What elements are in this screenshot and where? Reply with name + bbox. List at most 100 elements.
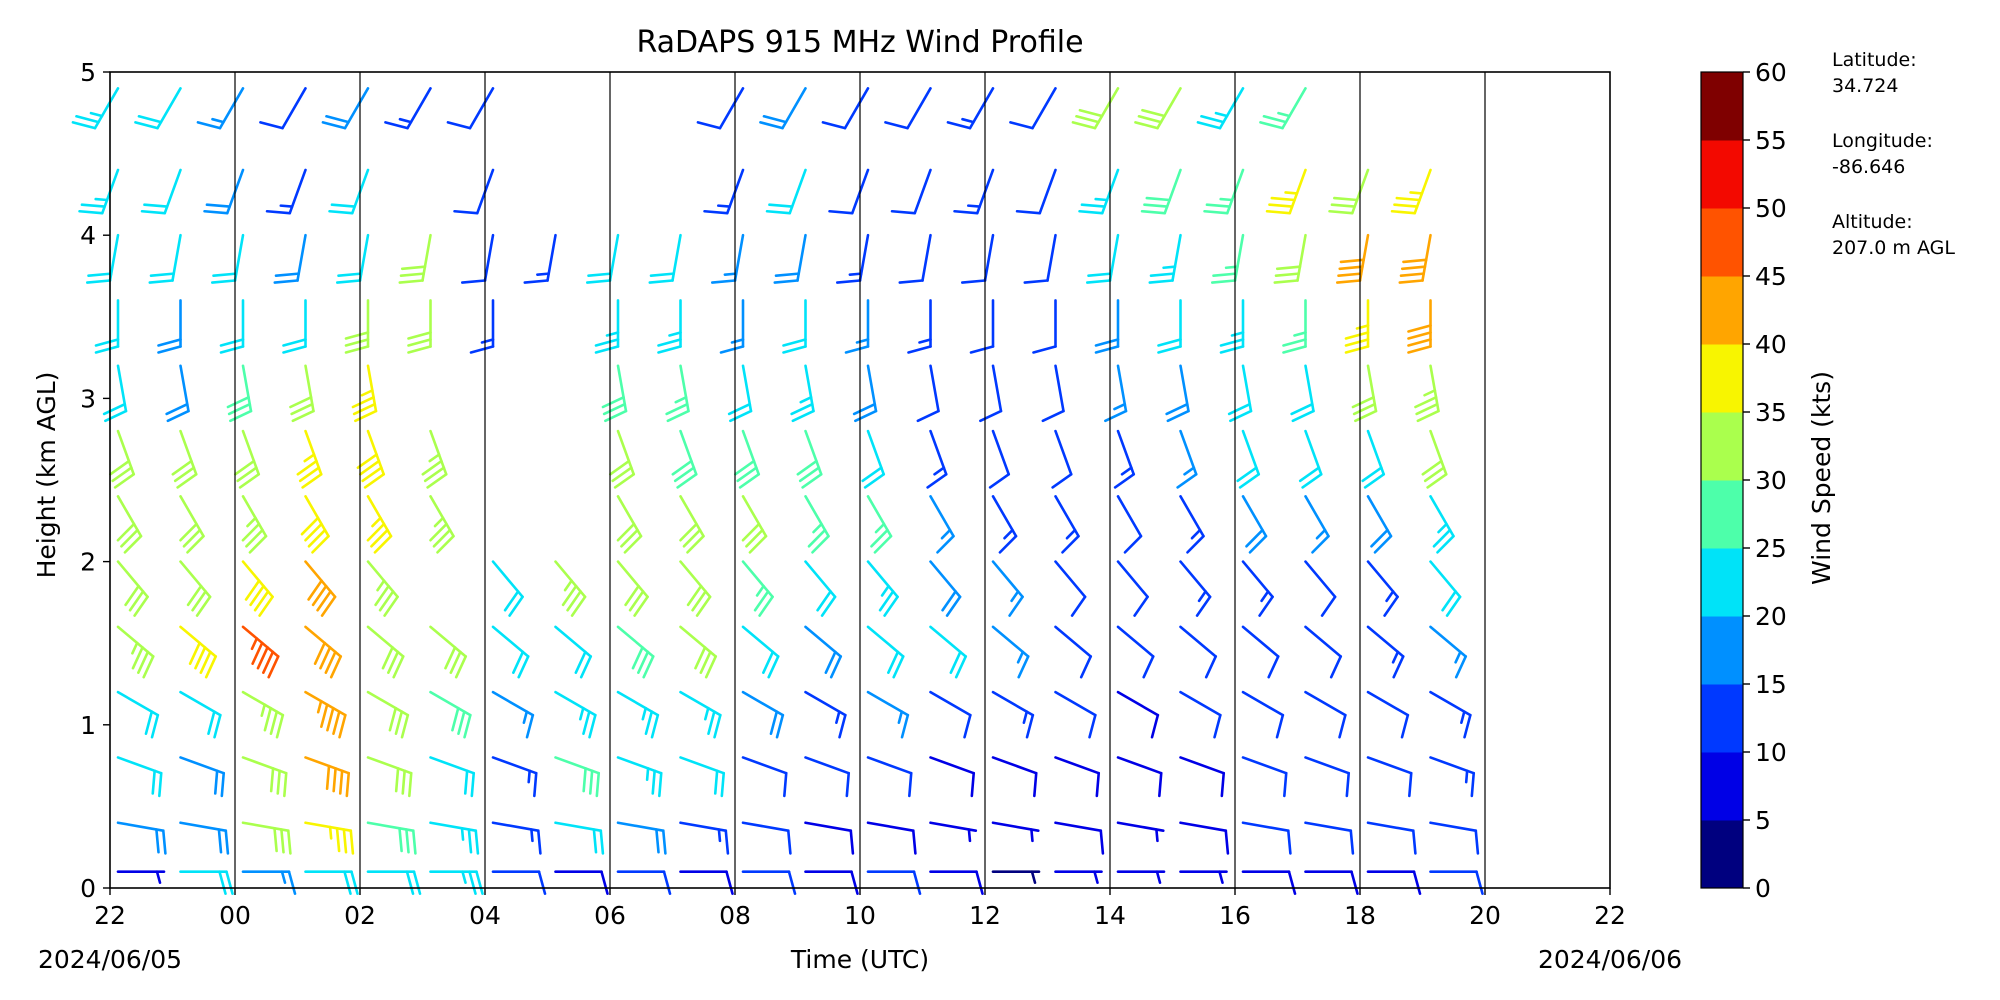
wind-barb (1211, 233, 1245, 284)
wind-barb-flag (1158, 771, 1163, 798)
wind-barb-half-flag (398, 117, 413, 124)
wind-barb-flag (852, 402, 877, 416)
wind-barb-flag (124, 584, 140, 607)
wind-barb (1157, 299, 1182, 354)
wind-barb-half-flag (522, 710, 529, 724)
wind-barb-staff (1179, 690, 1222, 717)
wind-barb (304, 870, 359, 895)
wind-barb-flag (1407, 331, 1432, 340)
wind-barb (241, 560, 274, 617)
wind-barb-flag (137, 650, 150, 674)
wind-barb-flag (734, 459, 756, 476)
wind-barb-flag (1017, 655, 1030, 679)
wind-barb (1116, 495, 1143, 554)
wind-barb (804, 560, 837, 617)
wind-barb-flag (166, 409, 190, 423)
wind-barb-flag (301, 472, 323, 489)
y-axis-ticks: 0 1 2 3 4 5 (80, 58, 110, 903)
wind-barb-flag (354, 409, 378, 423)
wind-barb-flag (579, 655, 593, 679)
wind-barb (554, 690, 597, 739)
wind-barb-half-flag (918, 338, 932, 344)
wind-barb (1241, 625, 1280, 679)
wind-barb-flag (741, 522, 761, 542)
wind-barb (616, 625, 655, 679)
wind-barb-flag (1330, 203, 1356, 208)
wind-barb-flag (241, 522, 261, 542)
wind-barb (179, 690, 222, 739)
wind-barbs (71, 87, 1484, 895)
wind-barb-flag (256, 646, 269, 670)
wind-barb (1429, 560, 1462, 617)
wind-barb-staff (1054, 429, 1073, 476)
wind-barb (929, 560, 962, 617)
wind-barb-flag (586, 279, 612, 284)
longitude-label: Longitude: (1832, 130, 1933, 152)
wind-barb-flag (561, 584, 578, 607)
wind-barb-flag (1441, 590, 1457, 612)
wind-barb-flag (1275, 713, 1285, 739)
wind-barb-flag (503, 590, 520, 612)
wind-barb-flag (533, 771, 538, 798)
wind-barb (929, 821, 978, 843)
wind-barb-flag (274, 272, 301, 277)
wind-barb (1134, 87, 1182, 130)
wind-barb (1273, 233, 1307, 284)
wind-barb-flag (642, 655, 655, 679)
wind-barb (304, 756, 351, 798)
colorbar-tick-label: 50 (1755, 194, 1787, 223)
wind-barb-flag (628, 590, 645, 612)
wind-barb-half-flag (280, 870, 287, 884)
wind-barb-flag (727, 402, 752, 416)
wind-barb (148, 233, 182, 284)
wind-barb-half-flag (730, 338, 745, 344)
wind-barb-flag (720, 771, 726, 798)
wind-barb (366, 560, 399, 617)
wind-barb-flag (213, 713, 222, 739)
wind-barb (1366, 690, 1410, 739)
wind-barb-flag (870, 528, 889, 548)
wind-barb-flag (963, 713, 972, 739)
wind-barb-flag (748, 534, 768, 554)
wind-barb-flag (400, 713, 410, 739)
wind-barb-flag (649, 272, 676, 277)
wind-barb-flag (676, 472, 698, 489)
wind-barb-half-flag (1355, 324, 1370, 330)
wind-barb-flag (787, 829, 792, 855)
wind-barb-flag (245, 528, 264, 548)
wind-barb (429, 495, 455, 554)
wind-barb-flag (1370, 528, 1389, 548)
wind-barb (328, 168, 370, 215)
wind-barb-half-flag (371, 516, 382, 528)
wind-barb-half-flag (328, 825, 333, 840)
wind-barb-flag (1412, 870, 1422, 895)
wind-barb (86, 233, 120, 284)
wind-barb-flag (775, 713, 785, 739)
wind-barb-flag (236, 466, 258, 483)
wind-barb (366, 821, 417, 855)
wind-barb-flag (262, 650, 275, 674)
wind-barb-flag (1407, 324, 1432, 333)
wind-barb-half-flag (1030, 870, 1037, 884)
wind-barb-half-flag (131, 641, 139, 655)
wind-barb-flag (699, 650, 712, 674)
wind-barb-flag (211, 279, 237, 284)
wind-barb-flag (1265, 209, 1292, 215)
wind-barb-staff (866, 821, 915, 833)
wind-barb (429, 821, 480, 855)
wind-barb-flag (1224, 829, 1230, 855)
wind-barb (1179, 756, 1226, 798)
wind-barb-flag (1352, 402, 1377, 416)
wind-barb-half-flag (723, 272, 738, 276)
wind-barb (78, 168, 120, 215)
wind-barb (861, 429, 886, 489)
wind-barb (696, 87, 745, 130)
wind-barb-flag (173, 466, 196, 483)
wind-barb (866, 560, 899, 617)
wind-barb-flag (423, 466, 446, 483)
wind-barb-staff (804, 756, 851, 775)
wind-barb-flag (682, 528, 702, 548)
wind-barb-half-flag (1214, 111, 1229, 118)
wind-barb-flag (1070, 595, 1087, 617)
wind-barb-flag (975, 870, 984, 895)
